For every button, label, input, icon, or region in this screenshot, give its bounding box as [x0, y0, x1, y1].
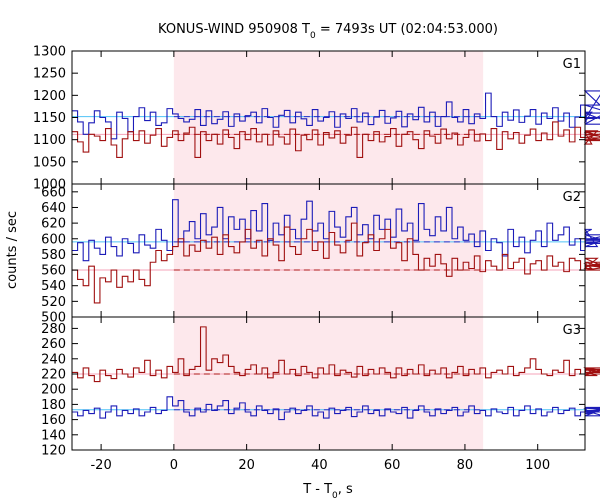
- y-tick-label: 640: [41, 201, 66, 216]
- x-tick-label: 0: [170, 458, 178, 473]
- y-tick-label: 620: [41, 217, 66, 232]
- shaded-interval: [173, 317, 484, 450]
- y-tick-label: 540: [41, 279, 66, 294]
- red-lightcurve-g1: [72, 121, 600, 158]
- blue-lightcurve-g3: [72, 396, 600, 421]
- shaded-interval: [173, 184, 484, 317]
- panel-g1: 1000 1050 1100 1150 1200 1250 1300 G1: [33, 45, 600, 193]
- y-tick-label: 140: [41, 428, 66, 443]
- y-tick-label: 560: [41, 264, 66, 279]
- panel-label: G3: [563, 323, 581, 338]
- y-tick-label: 180: [41, 398, 66, 413]
- y-tick-label: 1150: [33, 111, 66, 126]
- x-tick-label: 80: [457, 458, 474, 473]
- y-tick-label: 1250: [33, 67, 66, 82]
- y-tick-label: 120: [41, 444, 66, 459]
- y-axis-label: counts / sec: [5, 211, 20, 289]
- y-tick-label: 200: [41, 383, 66, 398]
- panels-layer: 1000105011001150120012501300G15005205405…: [33, 45, 600, 473]
- y-tick-label: 1300: [33, 45, 66, 60]
- y-tick-label: 580: [41, 248, 66, 263]
- y-tick-label: 280: [41, 322, 66, 337]
- x-tick-label: 20: [238, 458, 255, 473]
- panel-frame: [71, 316, 586, 451]
- y-tick-label: 220: [41, 368, 66, 383]
- y-tick-label: 1000: [33, 178, 66, 193]
- y-tick-label: 600: [41, 232, 66, 247]
- blue-lightcurve-g2: [72, 199, 600, 262]
- y-tick-label: 660: [41, 185, 66, 200]
- y-tick-label: 260: [41, 337, 66, 352]
- y-tick-label: 1200: [33, 89, 66, 104]
- x-axis-label: T - T0, s: [302, 482, 353, 500]
- chart-title: KONUS-WIND 950908 T0 = 7493s UT (02:04:5…: [158, 22, 498, 41]
- y-tick-label: 160: [41, 413, 66, 428]
- x-tick-label: -20: [90, 458, 111, 473]
- y-tick-label: 240: [41, 352, 66, 367]
- y-tick-label: 1050: [33, 155, 66, 170]
- red-lightcurve-g2: [72, 222, 600, 304]
- y-tick-label: 500: [41, 311, 66, 326]
- blue-lightcurve-g1: [72, 90, 600, 140]
- y-tick-label: 1100: [33, 133, 66, 148]
- x-tick-label: 60: [384, 458, 401, 473]
- panel-label: G2: [563, 190, 581, 205]
- x-tick-label: 100: [525, 458, 550, 473]
- panel-label: G1: [563, 57, 581, 72]
- x-tick-label: 40: [311, 458, 328, 473]
- y-tick-label: 520: [41, 295, 66, 310]
- red-lightcurve-g3: [72, 326, 600, 383]
